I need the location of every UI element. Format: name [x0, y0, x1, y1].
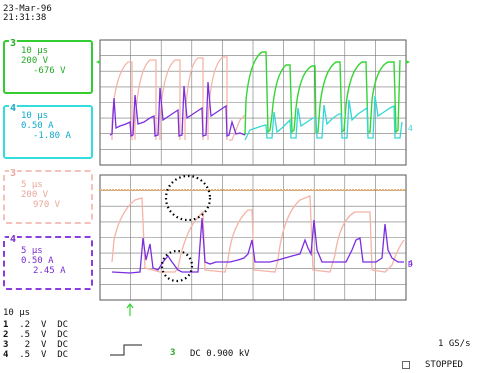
trace-upper-ch3-pink — [111, 56, 246, 141]
sample-rate: 1 GS/s — [438, 339, 471, 349]
timebase-label: 10 µs — [21, 46, 49, 56]
channel-number: 3 — [9, 38, 18, 49]
volts-label: 200 V — [21, 56, 49, 66]
settings-row-3[interactable]: 3 2 V DC — [3, 340, 69, 350]
ground-marker-4-upper: 4 — [408, 124, 413, 133]
settings-row-4[interactable]: 4 .5 V DC — [3, 350, 69, 360]
annotation-circle-lower — [160, 249, 194, 283]
channel-4-top-box[interactable]: 4 10 µs 0.50 A -1.80 A — [3, 103, 93, 159]
settings-row-2[interactable]: 2 .5 V DC — [3, 330, 69, 340]
trigger-position-arrow — [126, 303, 134, 316]
trigger-source: 3 — [170, 348, 176, 358]
channel-number: 4 — [9, 103, 18, 114]
offset-label: 970 V — [33, 200, 61, 210]
timebase-label: 10 µs — [21, 111, 49, 121]
annotation-circle-upper — [164, 174, 212, 222]
trigger-slope-icon[interactable] — [108, 343, 148, 357]
amps-label: 0.50 A — [21, 121, 54, 131]
offset-label: -1.80 A — [33, 131, 71, 141]
trigger-marker-left — [96, 60, 100, 64]
offset-label: -676 V — [33, 66, 66, 76]
time-readout: 21:31:38 — [3, 13, 47, 23]
volts-label: 200 V — [21, 190, 49, 200]
run-status: STOPPED — [425, 360, 463, 370]
offset-label: 2.45 A — [33, 266, 66, 276]
trace-upper-ch4-cyan — [244, 95, 403, 141]
run-status-indicator[interactable] — [402, 361, 410, 369]
trigger-marker-right — [406, 60, 410, 64]
channel-number: 4 — [9, 234, 18, 245]
trace-lower-ch3-pink — [111, 195, 405, 273]
amps-label: 0.50 A — [21, 256, 54, 266]
ground-marker-d: D — [408, 260, 413, 269]
settings-row-1[interactable]: 1 .2 V DC — [3, 320, 69, 330]
timebase-label: 5 µs — [21, 246, 43, 256]
channel-settings-list: 1 .2 V DC 2 .5 V DC 3 2 V DC 4 .5 V DC — [3, 320, 68, 360]
ground-marker-4-lower: 4 — [408, 259, 413, 268]
channel-3-bottom-box[interactable]: 3 5 µs 200 V 970 V — [3, 168, 93, 224]
channel-number: 3 — [9, 168, 18, 179]
timebase-label: 5 µs — [21, 180, 43, 190]
trace-upper-ch3-green — [244, 51, 401, 136]
trace-upper-ch4-purple — [109, 81, 246, 138]
main-timebase-label: 10 µs — [3, 308, 31, 318]
trigger-level: DC 0.900 kV — [190, 349, 250, 359]
upper-graticule — [99, 39, 407, 166]
date-readout: 23-Mar-96 — [3, 4, 52, 14]
channel-3-top-box[interactable]: 3 10 µs 200 V -676 V — [3, 38, 93, 94]
trace-lower-ch4-purple — [111, 217, 404, 274]
channel-4-bottom-box[interactable]: 4 5 µs 0.50 A 2.45 A — [3, 234, 93, 290]
